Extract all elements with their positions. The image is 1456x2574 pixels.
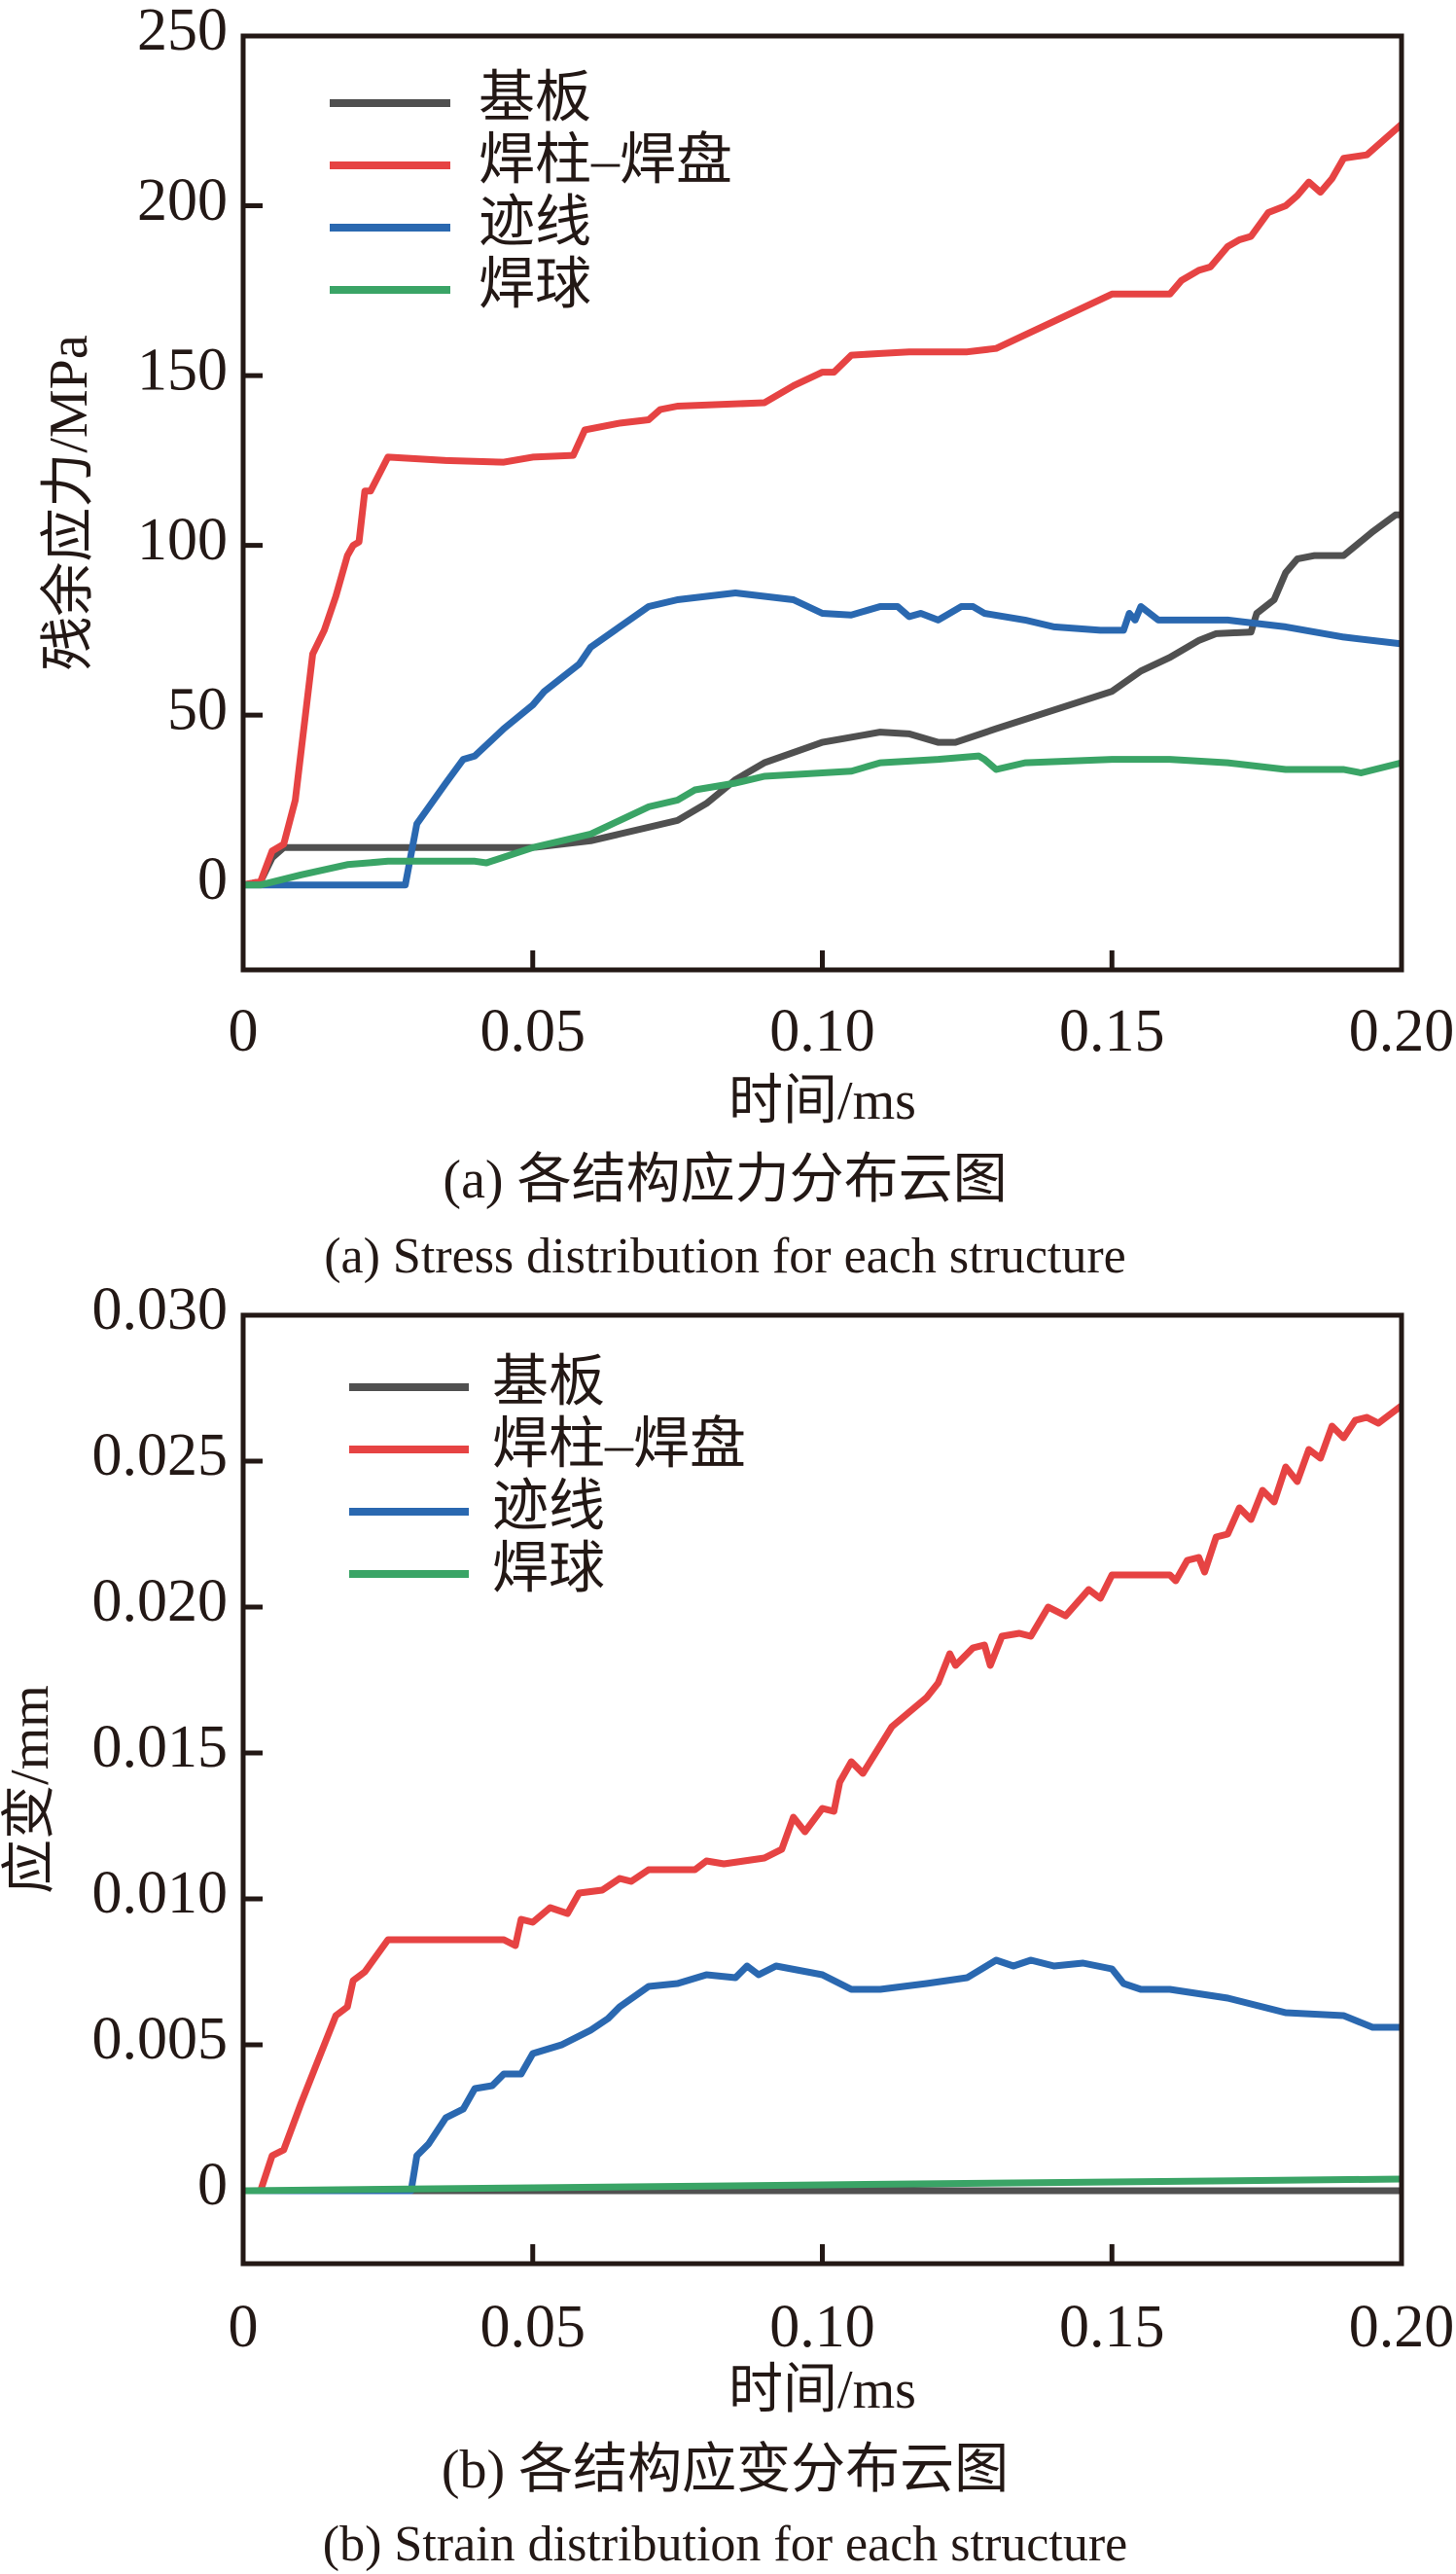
legend-label: 焊柱–焊盘 <box>479 127 732 191</box>
x-tick-label: 0.05 <box>480 2294 586 2360</box>
series-line-1 <box>242 122 1404 889</box>
y-tick-label: 250 <box>137 0 228 63</box>
chart-panel-b: 0 0.05 0.10 0.15 0.20 0 0.005 0.010 0.015 0.020 0.… <box>0 1276 1454 2572</box>
legend-label: 迹线 <box>479 190 591 253</box>
plot-frame <box>240 1312 1404 2267</box>
x-tick-label: 0.10 <box>769 998 875 1064</box>
y-tick-label: 200 <box>137 167 228 233</box>
y-tick-label: 100 <box>137 507 228 573</box>
x-tick-label: 0 <box>229 2294 259 2360</box>
caption-cn: (a) 各结构应力分布云图 <box>443 1150 1007 1210</box>
legend-label: 基板 <box>479 65 591 128</box>
x-tick-label: 0.10 <box>769 2294 875 2360</box>
x-tick-label: 0.15 <box>1059 2294 1165 2360</box>
y-tick-label: 0.030 <box>92 1276 229 1342</box>
x-tick-label: 0.20 <box>1349 2294 1455 2360</box>
chart-panel-a: 0 0.05 0.10 0.15 0.20 0 50 100 150 200 250 时间/ms 残余应… <box>39 0 1454 1284</box>
y-tick-label: 150 <box>137 337 228 403</box>
y-tick-label: 0.025 <box>92 1422 229 1488</box>
caption-en: (b) Strain distribution for each structu… <box>323 2517 1127 2572</box>
series-line-2 <box>243 1956 1402 2195</box>
y-tick-label: 0.005 <box>92 2006 229 2072</box>
legend-label: 迹线 <box>492 1474 605 1537</box>
legend-label: 焊球 <box>479 252 591 315</box>
y-tick-label: 0.010 <box>92 1860 229 1926</box>
caption-en: (a) Stress distribution for each structu… <box>324 1229 1126 1284</box>
series-line-2 <box>243 590 1403 889</box>
legend-label: 基板 <box>492 1349 605 1412</box>
y-axis-label: 应变/mm <box>0 1685 60 1894</box>
x-tick-label: 0 <box>229 998 259 1064</box>
x-tick-label: 0.15 <box>1059 998 1165 1064</box>
x-axis-label: 时间/ms <box>728 1071 916 1131</box>
y-tick-label: 0 <box>197 846 228 912</box>
y-tick-label: 0.015 <box>92 1714 229 1780</box>
y-tick-label: 0.020 <box>92 1568 229 1634</box>
legend-label: 焊球 <box>492 1536 605 1599</box>
y-tick-label: 50 <box>167 676 228 742</box>
y-axis-label: 残余应力/MPa <box>39 335 99 670</box>
series-line-3 <box>242 2175 1403 2195</box>
caption-cn: (b) 各结构应变分布云图 <box>442 2440 1009 2500</box>
y-tick-label: 0 <box>197 2152 228 2218</box>
legend-label: 焊柱–焊盘 <box>492 1412 746 1475</box>
series-line-3 <box>243 752 1403 889</box>
x-tick-label: 0.05 <box>480 998 586 1064</box>
x-axis-label: 时间/ms <box>728 2360 916 2420</box>
series-line-1 <box>243 1403 1404 2195</box>
x-tick-label: 0.20 <box>1349 998 1455 1064</box>
